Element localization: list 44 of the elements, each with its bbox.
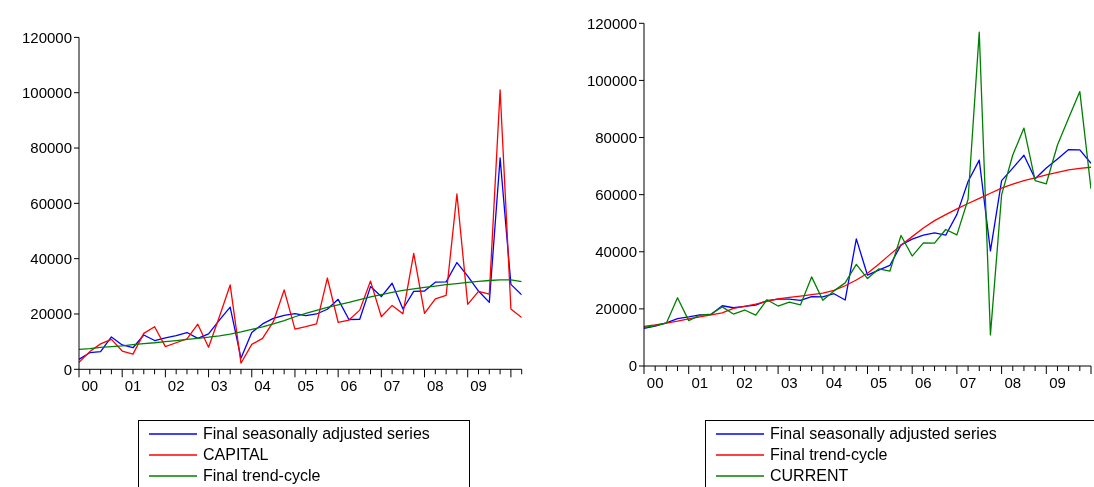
x-tick-label: 04 <box>254 377 271 395</box>
y-tick-label: 100000 <box>21 84 72 102</box>
y-tick-label: 60000 <box>595 185 637 203</box>
x-tick-label: 03 <box>211 377 228 395</box>
line-series <box>79 279 522 351</box>
legend-label: Final seasonally adjusted series <box>203 424 430 443</box>
x-tick-label: 08 <box>426 377 444 395</box>
x-tick-label: 09 <box>1049 374 1066 391</box>
line-series <box>644 31 1091 336</box>
x-tick-label: 02 <box>167 377 185 395</box>
y-tick-label: 80000 <box>595 128 637 146</box>
x-tick-label: 05 <box>297 377 315 395</box>
x-tick-label: 06 <box>915 374 932 391</box>
y-tick-label: 0 <box>628 357 637 375</box>
y-tick-label: 100000 <box>586 71 637 89</box>
y-tick-label: 20000 <box>595 300 637 318</box>
x-tick-label: 07 <box>383 377 401 395</box>
x-tick-label: 08 <box>1004 374 1022 391</box>
line-series <box>79 89 522 364</box>
x-tick-label: 06 <box>340 377 358 395</box>
y-tick-label: 0 <box>63 360 72 378</box>
y-tick-label: 80000 <box>30 139 72 157</box>
x-tick-label: 05 <box>870 374 888 391</box>
x-tick-label: 01 <box>124 377 142 395</box>
y-tick-label: 120000 <box>586 14 637 32</box>
x-tick-label: 02 <box>736 374 753 391</box>
y-tick-label: 60000 <box>30 194 72 212</box>
y-tick-label: 20000 <box>30 305 72 323</box>
x-tick-label: 04 <box>825 374 843 391</box>
legend-label: Final trend-cycle <box>203 466 321 485</box>
x-tick-label: 07 <box>959 374 977 391</box>
x-tick-label: 00 <box>646 374 664 391</box>
legend-label: Final trend-cycle <box>770 445 888 464</box>
legend-label: CAPITAL <box>203 445 269 464</box>
y-tick-label: 120000 <box>21 28 72 46</box>
x-tick-label: 03 <box>780 374 798 391</box>
legend-label: Final seasonally adjusted series <box>770 424 997 443</box>
x-tick-label: 01 <box>691 374 709 391</box>
legend-label: CURRENT <box>770 466 849 485</box>
y-tick-label: 40000 <box>595 243 637 261</box>
x-tick-label: 00 <box>81 377 99 395</box>
line-series <box>79 157 522 360</box>
y-tick-label: 40000 <box>30 249 72 267</box>
x-tick-label: 09 <box>470 377 487 395</box>
